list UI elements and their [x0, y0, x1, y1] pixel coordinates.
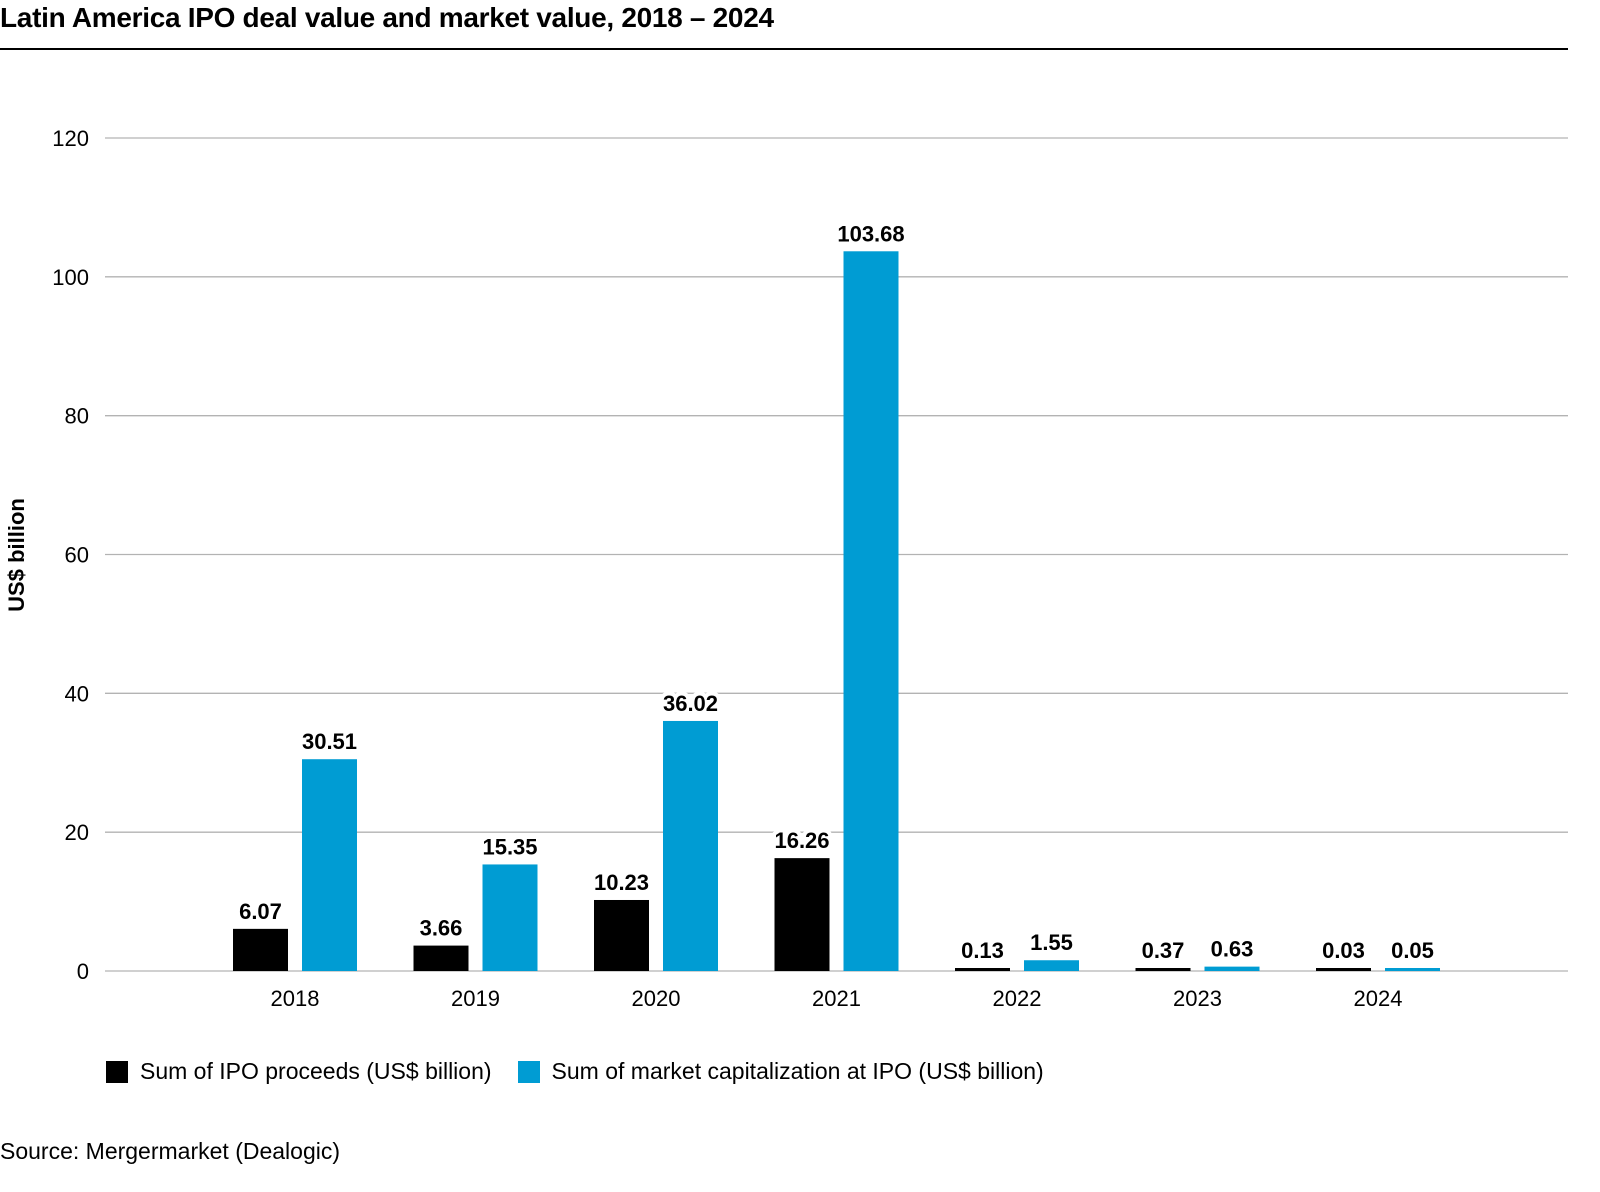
bar-ipo-proceeds	[413, 945, 469, 971]
title-divider	[0, 48, 1568, 50]
bar-ipo-proceeds	[774, 858, 830, 971]
legend-swatch-blue	[517, 1060, 540, 1083]
data-label: 10.23	[594, 870, 649, 895]
data-label: 0.13	[961, 938, 1004, 963]
data-label: 1.55	[1030, 930, 1073, 955]
bar-ipo-proceeds	[1316, 968, 1371, 971]
y-tick-label: 40	[65, 681, 89, 706]
x-tick-label: 2020	[632, 986, 681, 1011]
data-label: 0.63	[1211, 937, 1254, 962]
bar-ipo-proceeds	[233, 928, 288, 971]
x-axis-ticks: 2018 2019 2020 2021 2022 2023 2024	[271, 986, 1403, 1011]
bar-market-cap	[843, 251, 899, 972]
x-tick-label: 2022	[993, 986, 1042, 1011]
bar-market-cap	[302, 759, 357, 971]
legend-swatch-black	[106, 1060, 128, 1083]
data-label: 0.03	[1322, 938, 1365, 963]
bars	[233, 251, 1440, 972]
bar-ipo-proceeds	[1135, 968, 1191, 971]
bar-market-cap	[1385, 968, 1440, 971]
data-label: 30.51	[302, 729, 357, 754]
legend: Sum of IPO proceeds (US$ billion) Sum of…	[106, 1058, 1070, 1085]
y-axis-label: US$ billion	[4, 498, 29, 612]
x-tick-label: 2019	[451, 986, 500, 1011]
chart-title: Latin America IPO deal value and market …	[0, 2, 774, 33]
x-tick-label: 2018	[271, 986, 320, 1011]
data-label: 6.07	[239, 899, 282, 924]
y-tick-label: 0	[77, 959, 89, 984]
data-label: 103.68	[837, 221, 904, 246]
bar-market-cap	[482, 864, 538, 971]
legend-item-market-cap: Sum of market capitalization at IPO (US$…	[517, 1058, 1044, 1085]
source-note: Source: Mergermarket (Dealogic)	[0, 1138, 341, 1164]
x-tick-label: 2023	[1173, 986, 1222, 1011]
y-tick-label: 100	[52, 265, 89, 290]
y-tick-label: 80	[65, 404, 89, 429]
data-labels: 6.07 30.51 3.66 15.35 10.23 36.02 16.26 103.68 0…	[235, 217, 1438, 967]
legend-label: Sum of IPO proceeds (US$ billion)	[140, 1058, 492, 1084]
y-tick-label: 120	[52, 126, 89, 151]
data-label: 0.05	[1391, 938, 1434, 963]
bar-market-cap	[1024, 960, 1079, 971]
y-tick-label: 20	[65, 820, 89, 845]
data-label: 36.02	[663, 691, 718, 716]
bar-ipo-proceeds	[955, 968, 1010, 971]
y-axis-ticks: 0 20 40 60 80 100 120	[52, 126, 89, 984]
legend-item-ipo-proceeds: Sum of IPO proceeds (US$ billion)	[106, 1058, 492, 1085]
legend-label: Sum of market capitalization at IPO (US$…	[551, 1058, 1044, 1084]
data-label: 3.66	[420, 916, 463, 941]
bar-market-cap	[663, 720, 718, 971]
x-tick-label: 2021	[812, 986, 861, 1011]
data-label: 16.26	[774, 828, 829, 853]
x-tick-label: 2024	[1354, 986, 1403, 1011]
data-label: 15.35	[482, 834, 537, 859]
bar-market-cap	[1204, 966, 1260, 971]
bar-ipo-proceeds	[594, 899, 649, 971]
data-label: 0.37	[1142, 938, 1185, 963]
y-tick-label: 60	[65, 543, 89, 568]
